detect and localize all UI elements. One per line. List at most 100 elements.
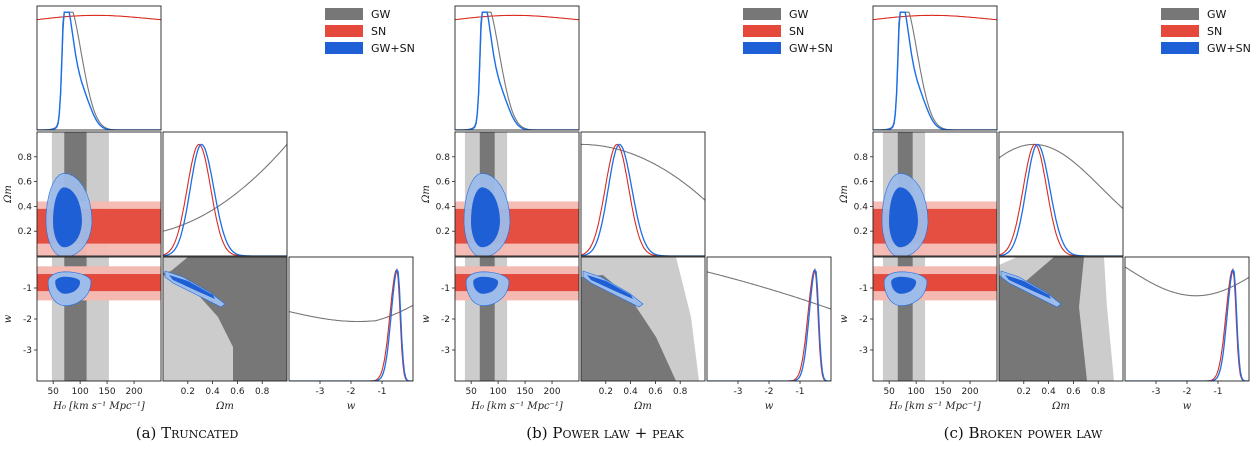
x-tick-label: 0.2 xyxy=(599,387,613,397)
caption-label: (b) xyxy=(526,424,552,442)
joint-om-curve xyxy=(163,143,287,256)
legend-swatch xyxy=(325,25,363,37)
x-tick-label: 0.6 xyxy=(230,387,245,397)
w-axis-label: w xyxy=(1183,401,1192,412)
om-marginal-panel xyxy=(581,143,705,256)
x-tick-label: 0.4 xyxy=(1041,387,1056,397)
legend-label: SN xyxy=(371,25,386,38)
h0-om-panel xyxy=(873,132,997,256)
joint-om-curve xyxy=(999,143,1123,256)
sn-h0-curve xyxy=(37,14,161,21)
y-tick-label: -2 xyxy=(23,315,32,325)
legend-label: GW+SN xyxy=(1207,42,1251,55)
panel-frame xyxy=(580,131,706,257)
x-tick-label: 150 xyxy=(98,387,115,397)
panel-frame xyxy=(454,131,580,257)
sn-h0-curve xyxy=(455,14,579,21)
joint-inner-contour xyxy=(587,275,633,299)
x-tick-label: 200 xyxy=(125,387,142,397)
panel-frame xyxy=(998,131,1124,257)
om-axis-label: Ωm xyxy=(633,401,652,412)
panel-caption: (a) Truncated xyxy=(136,424,239,442)
y-tick-label: -3 xyxy=(859,346,868,356)
y-tick-label: 0.4 xyxy=(18,202,33,212)
gw-outer-corner xyxy=(163,257,188,273)
w-marginal-panel xyxy=(289,267,413,381)
white-region xyxy=(1104,257,1123,381)
joint-om-curve xyxy=(581,143,705,256)
y-tick-label: 0.8 xyxy=(18,153,33,163)
panel-frame xyxy=(872,5,998,131)
panel-frame xyxy=(872,131,998,257)
sn-w-curve xyxy=(707,267,831,381)
panel-frame xyxy=(998,256,1124,382)
x-tick-label: -1 xyxy=(1214,387,1223,397)
om-w-panel xyxy=(581,257,705,381)
h0-w-panel xyxy=(455,257,579,381)
x-tick-label: 50 xyxy=(47,387,59,397)
y-tick-label: 0.2 xyxy=(854,227,868,237)
sn-om-curve xyxy=(581,143,705,256)
x-tick-label: 0.4 xyxy=(623,387,638,397)
x-tick-label: 50 xyxy=(465,387,477,397)
x-tick-label: -2 xyxy=(1183,387,1192,397)
y-tick-label: 0.6 xyxy=(436,178,451,188)
x-tick-label: -3 xyxy=(1152,387,1161,397)
gw-h0-curve xyxy=(455,11,579,130)
caption-label: (a) xyxy=(136,424,161,442)
caption-name: Broken power law xyxy=(968,424,1103,442)
om-marginal-panel xyxy=(163,143,287,256)
caption-name: Power law + peak xyxy=(552,424,684,442)
joint-inner-contour xyxy=(889,187,918,248)
om-axis-label: Ωm xyxy=(215,401,234,412)
gw-w-curve xyxy=(289,304,413,323)
joint-inner-contour xyxy=(169,275,215,299)
legend-swatch xyxy=(325,42,363,54)
y-tick-label: -1 xyxy=(441,284,450,294)
x-tick-label: -3 xyxy=(316,387,325,397)
h0-axis-label: H₀ [km s⁻¹ Mpc⁻¹] xyxy=(470,401,563,412)
legend-swatch xyxy=(1161,42,1199,54)
y-tick-label: -3 xyxy=(23,346,32,356)
x-tick-label: -2 xyxy=(347,387,356,397)
gw-h0-curve xyxy=(873,11,997,130)
w-y-axis-label: w xyxy=(839,314,850,323)
panel-caption: (b) Power law + peak xyxy=(526,424,684,442)
sn-w-curve xyxy=(289,267,413,381)
corner-panel-1: 50 100 150 200 0.2 0.4 0.6 0.8 -3 -2 -1 H₀ [km s⁻¹ … xyxy=(3,5,415,442)
caption-name: Truncated xyxy=(161,424,238,442)
legend-swatch xyxy=(1161,25,1199,37)
joint-h0-curve xyxy=(37,11,161,130)
w-marginal-panel xyxy=(1125,266,1249,381)
w-marginal-panel xyxy=(707,267,831,381)
panel-frame xyxy=(162,256,288,382)
panel-frame xyxy=(162,131,288,257)
legend-label: SN xyxy=(1207,25,1222,38)
y-tick-label: -1 xyxy=(859,284,868,294)
legend-swatch xyxy=(325,8,363,20)
x-tick-label: 100 xyxy=(72,387,89,397)
h0-om-panel xyxy=(455,132,579,256)
joint-inner-contour xyxy=(473,276,499,294)
om-w-panel xyxy=(163,257,287,381)
gw-h0-curve xyxy=(37,11,161,130)
joint-inner-contour xyxy=(53,187,82,248)
w-y-axis-label: w xyxy=(421,314,432,323)
x-tick-label: -3 xyxy=(734,387,743,397)
legend-swatch xyxy=(743,42,781,54)
x-tick-label: 200 xyxy=(543,387,560,397)
legend-label: GW+SN xyxy=(789,42,833,55)
x-tick-label: 0.2 xyxy=(181,387,195,397)
white-corner xyxy=(999,257,1017,265)
sn-om-curve xyxy=(999,143,1123,256)
x-tick-label: 50 xyxy=(883,387,895,397)
joint-inner-contour xyxy=(891,276,917,294)
om-y-axis-label: Ωm xyxy=(3,185,14,204)
corner-panel-2: 50 100 150 200 0.2 0.4 0.6 0.8 -3 -2 -1 H₀ [km s⁻¹ … xyxy=(421,5,833,442)
sn-om-curve xyxy=(163,143,287,256)
y-tick-label: 0.8 xyxy=(854,153,869,163)
joint-w-curve xyxy=(289,268,413,381)
panel-frame xyxy=(36,5,162,131)
y-tick-label: 0.4 xyxy=(854,202,869,212)
joint-inner-contour xyxy=(471,187,500,248)
